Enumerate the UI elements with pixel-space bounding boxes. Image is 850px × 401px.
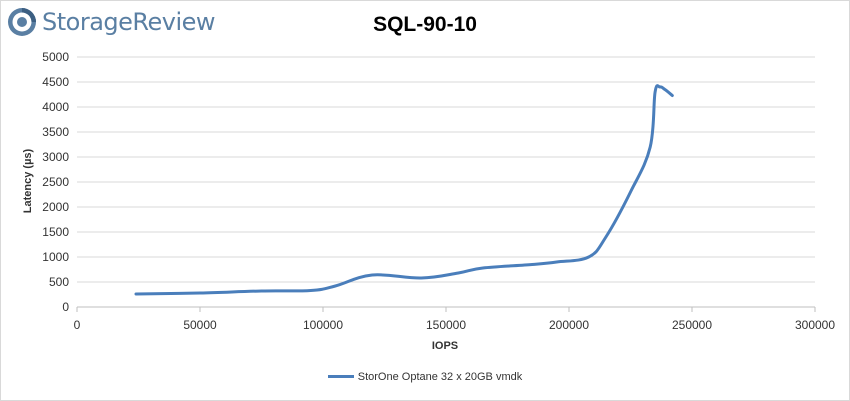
data-point xyxy=(555,261,558,264)
y-tick-label: 3000 xyxy=(42,150,69,164)
y-tick-label: 1000 xyxy=(42,250,69,264)
x-tick-label: 0 xyxy=(74,318,81,332)
y-tick-label: 2000 xyxy=(42,200,69,214)
y-axis-title: Latency (µs) xyxy=(22,148,34,213)
y-tick-label: 2500 xyxy=(42,175,69,189)
y-tick-label: 0 xyxy=(62,300,69,314)
data-point xyxy=(649,146,652,149)
data-point xyxy=(663,88,666,91)
x-tick-label: 150000 xyxy=(426,318,466,332)
data-point xyxy=(371,274,374,277)
x-tick-label: 200000 xyxy=(549,318,589,332)
data-point xyxy=(457,272,460,275)
x-tick-label: 300000 xyxy=(795,318,835,332)
data-point xyxy=(481,267,484,270)
data-point xyxy=(654,91,657,94)
y-tick-label: 1500 xyxy=(42,225,69,239)
x-tick-label: 100000 xyxy=(303,318,343,332)
storagereview-logo-icon xyxy=(8,8,36,36)
data-point xyxy=(199,292,202,295)
legend-swatch xyxy=(327,374,354,378)
brand-name: StorageReview xyxy=(42,8,216,36)
x-axis-title: IOPS xyxy=(432,340,458,352)
data-point xyxy=(260,290,263,293)
data-point xyxy=(671,94,674,97)
y-tick-label: 3500 xyxy=(42,125,69,139)
data-point xyxy=(659,86,662,89)
legend: StorOne Optane 32 x 20GB vmdk xyxy=(0,371,850,383)
data-point xyxy=(420,277,423,280)
series-layer xyxy=(134,84,674,296)
legend-label: StorOne Optane 32 x 20GB vmdk xyxy=(357,371,523,383)
y-tick-label: 4500 xyxy=(42,75,69,89)
y-tick-label: 500 xyxy=(49,275,69,289)
tick-labels: 0 500 1000 1500 2000 2500 3000 3500 4000 4500 5000… xyxy=(42,50,835,332)
storagereview-logo: StorageReview xyxy=(7,5,216,39)
data-point xyxy=(587,256,590,259)
y-tick-label: 5000 xyxy=(42,50,69,64)
x-tick-label: 250000 xyxy=(672,318,712,332)
chart-title: SQL-90-10 xyxy=(373,13,477,36)
data-point xyxy=(334,285,337,288)
data-point xyxy=(309,289,312,292)
x-tick-label: 50000 xyxy=(183,318,217,332)
data-point xyxy=(629,191,632,194)
y-tick-label: 4000 xyxy=(42,100,69,114)
data-point xyxy=(604,236,607,239)
gridlines xyxy=(76,56,816,312)
series-line-0 xyxy=(134,84,674,296)
data-point xyxy=(135,293,138,296)
data-point xyxy=(531,263,534,266)
